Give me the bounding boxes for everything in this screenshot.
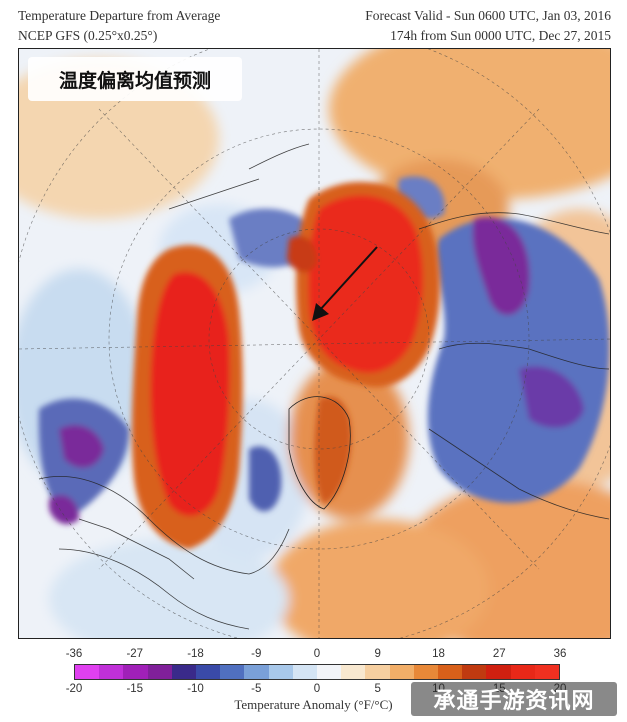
forecast-run: 174h from Sun 0000 UTC, Dec 27, 2015: [390, 28, 611, 43]
fahrenheit-tick-label: 9: [374, 648, 381, 660]
polar-map-svg: [19, 49, 610, 638]
warm-anomaly-arctic-core: [287, 181, 441, 504]
anomaly-map: [18, 48, 611, 639]
watermark: 承通手游资讯网: [411, 682, 617, 716]
colorbar-swatch: [220, 665, 245, 679]
colorbar-swatch: [317, 665, 342, 679]
colorbar-swatch: [99, 665, 124, 679]
model-name: NCEP GFS (0.25°x0.25°): [18, 28, 158, 43]
colorbar-swatch: [413, 665, 439, 679]
colorbar-swatch: [534, 665, 560, 679]
colorbar-swatch: [171, 665, 197, 679]
celsius-tick-label: 5: [374, 683, 381, 695]
header-right: Forecast Valid - Sun 0600 UTC, Jan 03, 2…: [365, 6, 611, 46]
colorbar-swatch: [196, 665, 221, 679]
fahrenheit-tick-label: -9: [251, 648, 262, 660]
fahrenheit-tick-label: 18: [432, 648, 445, 660]
celsius-tick-label: -20: [65, 683, 83, 695]
colorbar-swatch: [438, 665, 463, 679]
celsius-tick-label: 0: [313, 683, 321, 695]
fahrenheit-tick-label: 0: [313, 648, 321, 660]
greenland-outline: [288, 396, 351, 510]
colorbar-swatch: [462, 665, 487, 679]
colorbar-swatch: [486, 665, 511, 679]
colorbar-swatch: [123, 665, 148, 679]
graticule: [19, 49, 610, 638]
colorbar-swatch: [147, 665, 172, 679]
forecast-valid: Forecast Valid - Sun 0600 UTC, Jan 03, 2…: [365, 8, 611, 23]
fahrenheit-tick-label: -36: [65, 648, 83, 660]
map-title: Temperature Departure from Average: [18, 8, 221, 23]
colorbar-swatch: [389, 665, 414, 679]
colorbar-swatch: [510, 665, 535, 679]
fahrenheit-tick-label: -27: [126, 648, 144, 660]
colorbar-swatch: [292, 665, 318, 679]
celsius-tick-label: -5: [251, 683, 262, 695]
cold-anomaly-regions: [38, 176, 610, 525]
fahrenheit-tick-label: 36: [553, 648, 567, 660]
fahrenheit-tick-label: -18: [187, 648, 204, 660]
colorbar-swatch: [365, 665, 390, 679]
fahrenheit-tick-label: 27: [492, 648, 506, 660]
colorbar-title: Temperature Anomaly (°F/°C): [234, 697, 393, 712]
header-left: Temperature Departure from Average NCEP …: [18, 6, 220, 46]
colorbar-swatch: [268, 665, 293, 679]
celsius-tick-label: -10: [187, 683, 204, 695]
fahrenheit-ticks: -36 -27 -18 -9 0 9 18 27 36: [66, 648, 567, 662]
warm-anomaly-north-america: [131, 245, 243, 549]
colorbar: [74, 664, 560, 680]
flow-arrow: [312, 246, 378, 321]
celsius-tick-label: -15: [126, 683, 144, 695]
coastlines: [38, 143, 610, 630]
colorbar-swatch: [244, 665, 269, 679]
overlay-label: 温度偏离均值预测: [28, 57, 242, 101]
colorbar-swatch: [341, 665, 366, 679]
colorbar-swatch: [75, 665, 100, 679]
